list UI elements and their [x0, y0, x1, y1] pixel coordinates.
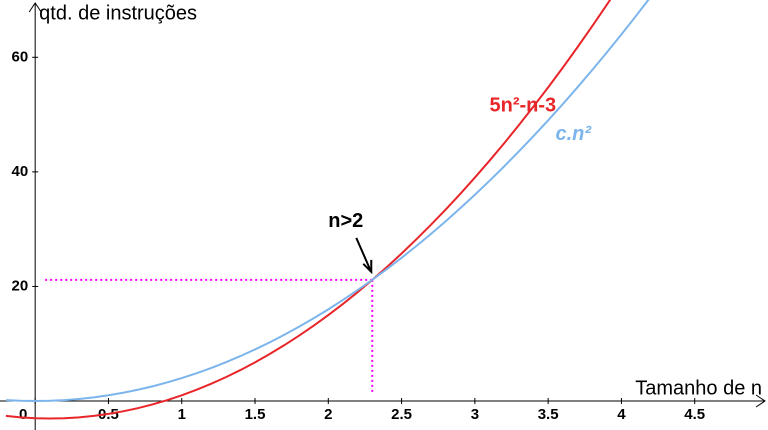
x-tick-label: 2.5	[391, 406, 412, 423]
x-tick-label: 4.5	[684, 406, 705, 423]
x-tick-label: 1	[178, 406, 186, 423]
annotation-arrowhead	[362, 259, 373, 275]
y-tick-label: 60	[11, 48, 28, 65]
y-axis-label: qtd. de instruções	[39, 2, 197, 24]
x-tick-label: 2	[324, 406, 332, 423]
plot-area	[5, 0, 650, 420]
x-tick-label: 4	[617, 406, 626, 423]
x-axis-label: Tamanho de n	[635, 377, 762, 399]
annotation-text: n>2	[328, 210, 363, 232]
annotation-arrow	[355, 237, 372, 271]
series-label: c.n²	[555, 123, 592, 145]
x-tick-label: 0	[19, 406, 27, 423]
y-axis-arrow	[28, 2, 42, 13]
y-tick-label: 40	[11, 163, 28, 180]
x-tick-label: 3.5	[538, 406, 559, 423]
x-axis-arrow	[755, 394, 766, 408]
series-label: 5n²-n-3	[490, 94, 557, 116]
series-line	[5, 0, 650, 403]
series-line	[5, 0, 612, 420]
x-tick-label: 1.5	[245, 406, 266, 423]
y-tick-label: 20	[11, 277, 28, 294]
x-tick-label: 3	[471, 406, 479, 423]
